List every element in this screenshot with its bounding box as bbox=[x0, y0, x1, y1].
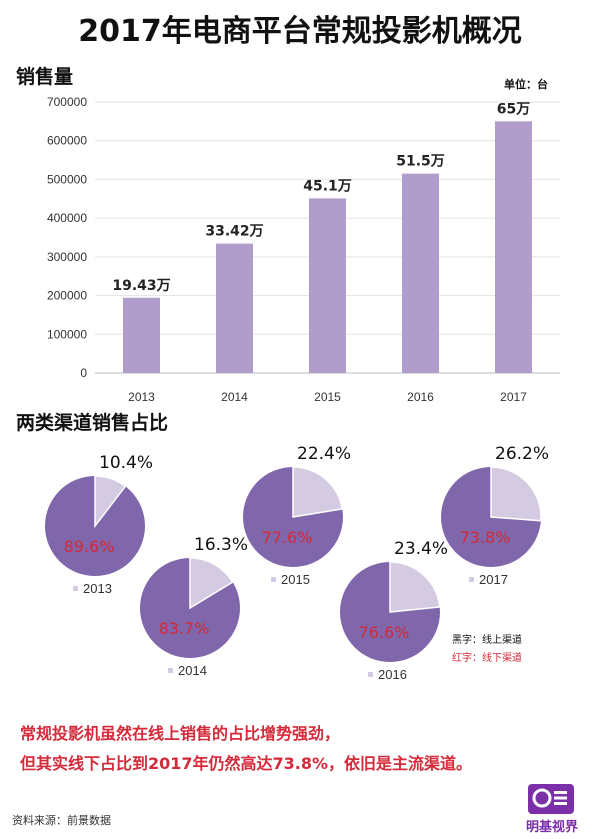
y-tick-label: 400000 bbox=[47, 211, 87, 225]
y-tick-label: 500000 bbox=[47, 172, 87, 186]
pie-year-label: 2015 bbox=[281, 572, 310, 587]
pie-offline-label: 77.6% bbox=[262, 528, 313, 547]
benq-logo: 明基视界 bbox=[512, 784, 592, 836]
pie-year-marker bbox=[271, 577, 276, 582]
bars bbox=[123, 121, 532, 373]
pie-year-marker bbox=[368, 672, 373, 677]
bar-data-label: 65万 bbox=[497, 101, 530, 117]
y-tick-label: 700000 bbox=[47, 95, 87, 109]
pie-slice-online bbox=[389, 561, 441, 613]
pie-online-label: 10.4% bbox=[99, 453, 153, 473]
y-axis-ticks: 0 100000 200000 300000 400000 500000 600000 700… bbox=[47, 95, 87, 380]
bar-data-label: 33.42万 bbox=[205, 224, 263, 240]
pie-offline-label: 73.8% bbox=[460, 528, 511, 547]
bar bbox=[123, 297, 160, 373]
pie-offline-label: 89.6% bbox=[64, 537, 115, 556]
bar bbox=[402, 173, 439, 373]
pie-slice-online bbox=[189, 557, 234, 610]
bar-chart: 0 100000 200000 300000 400000 500000 600000 700… bbox=[47, 95, 560, 404]
pie-online-label: 22.4% bbox=[297, 444, 351, 464]
bar bbox=[309, 198, 346, 373]
bar-data-label: 51.5万 bbox=[396, 154, 445, 170]
pie-year-marker bbox=[469, 577, 474, 582]
pie-year-label: 2013 bbox=[83, 581, 112, 596]
y-tick-label: 200000 bbox=[47, 289, 87, 303]
conclusion-text: 常规投影机虽然在线上销售的占比增势强劲， 但其实线下占比到2017年仍然高达73… bbox=[20, 719, 590, 779]
y-tick-label: 600000 bbox=[47, 134, 87, 148]
pie-2017: 26.2% 73.8% 2017 bbox=[441, 444, 549, 587]
bar-data-labels: 19.43万 33.42万 45.1万 51.5万 65万 bbox=[112, 101, 530, 293]
pie-year-marker bbox=[73, 586, 78, 591]
pie-year-label: 2014 bbox=[178, 663, 207, 678]
pie-offline-label: 83.7% bbox=[159, 619, 210, 638]
pie-2015: 22.4% 77.6% 2015 bbox=[243, 444, 351, 587]
source-note: 资料来源：前景数据 bbox=[12, 814, 111, 827]
pie-slice-online bbox=[94, 475, 127, 529]
x-tick-label: 2014 bbox=[221, 390, 248, 404]
pie-2016: 23.4% 76.6% 2016 bbox=[340, 539, 448, 682]
pie-slice-online bbox=[292, 466, 344, 518]
pie-online-label: 16.3% bbox=[194, 535, 248, 555]
legend-online: 黑字：线上渠道 bbox=[452, 635, 522, 646]
logo-glyph bbox=[532, 788, 567, 808]
pie-offline-label: 76.6% bbox=[359, 623, 410, 642]
x-tick-label: 2015 bbox=[314, 390, 341, 404]
bar bbox=[495, 121, 532, 373]
pie-online-label: 26.2% bbox=[495, 444, 549, 464]
pie-online-label: 23.4% bbox=[394, 539, 448, 559]
pie-year-marker bbox=[168, 668, 173, 673]
x-axis-ticks: 2013 2014 2015 2016 2017 bbox=[128, 390, 527, 404]
logo-text: 明基视界 bbox=[525, 820, 578, 835]
bar-data-label: 45.1万 bbox=[303, 178, 352, 194]
pie-charts: 10.4% 89.6% 2013 16.3% 83.7% 2014 22.4% 77.6% 20… bbox=[45, 444, 549, 682]
x-tick-label: 2017 bbox=[500, 390, 527, 404]
page-title: 2017年电商平台常规投影机概况 bbox=[78, 14, 522, 49]
conclusion-line-1: 常规投影机虽然在线上销售的占比增势强劲， bbox=[20, 724, 341, 743]
bar bbox=[216, 243, 253, 373]
conclusion-line-2: 但其实线下占比到2017年仍然高达73.8%，依旧是主流渠道。 bbox=[20, 754, 473, 773]
x-tick-label: 2013 bbox=[128, 390, 155, 404]
y-tick-label: 300000 bbox=[47, 250, 87, 264]
legend-offline: 红字：线下渠道 bbox=[452, 653, 522, 664]
pie-2013: 10.4% 89.6% 2013 bbox=[45, 453, 153, 596]
channel-legend: 黑字：线上渠道 红字：线下渠道 bbox=[452, 632, 522, 668]
x-tick-label: 2016 bbox=[407, 390, 434, 404]
y-tick-label: 0 bbox=[80, 366, 87, 380]
pie-section-heading: 两类渠道销售占比 bbox=[16, 412, 169, 434]
bar-section-heading: 销售量 bbox=[16, 66, 74, 88]
unit-label: 单位：台 bbox=[504, 78, 548, 91]
pie-year-label: 2017 bbox=[479, 572, 508, 587]
pie-year-label: 2016 bbox=[378, 667, 407, 682]
logo-icon bbox=[528, 784, 574, 814]
gridlines bbox=[95, 101, 560, 374]
pie-2014: 16.3% 83.7% 2014 bbox=[140, 535, 248, 678]
y-tick-label: 100000 bbox=[47, 327, 87, 341]
pie-slice-online bbox=[490, 466, 542, 522]
bar-data-label: 19.43万 bbox=[112, 278, 170, 294]
